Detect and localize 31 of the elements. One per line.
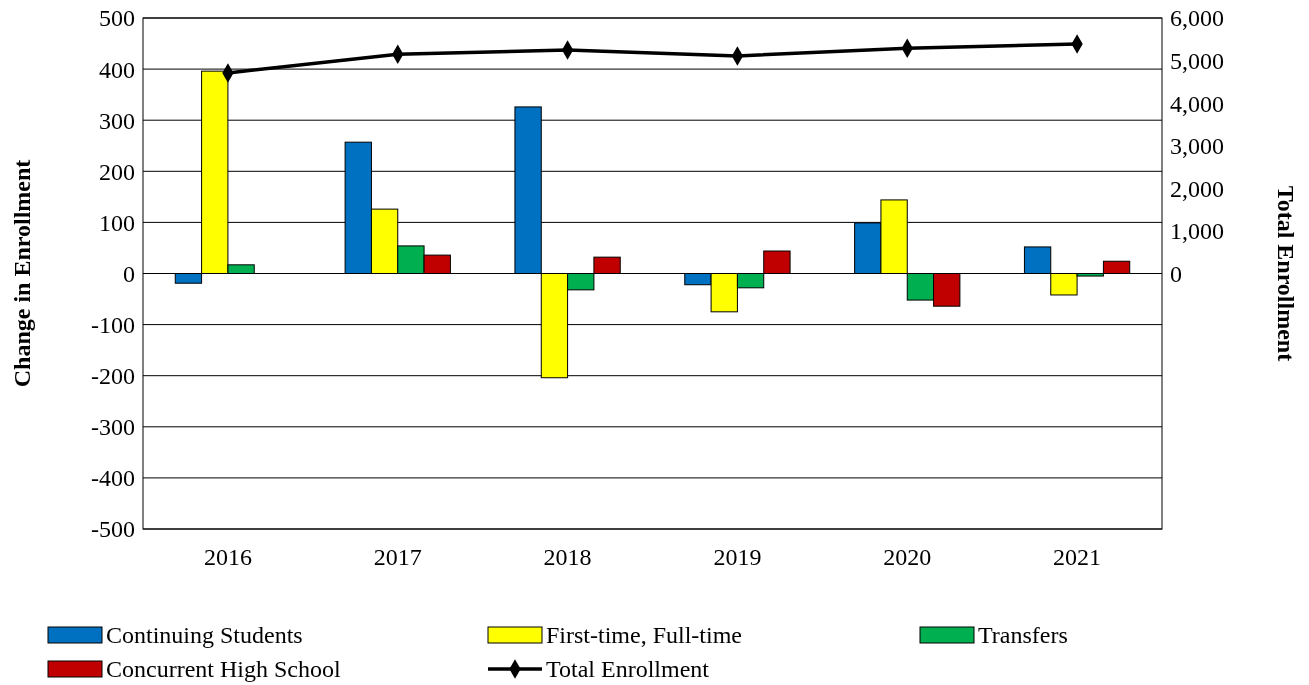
y-tick-label: -100 [91,312,135,338]
y2-axis-title: Total Enrollment [1273,185,1299,362]
y2-tick-label: 0 [1170,260,1182,287]
legend-label: Concurrent High School [106,656,341,683]
y-tick-label: 200 [99,158,135,185]
x-tick-label: 2016 [203,544,252,570]
legend-label: First-time, Full-time [546,622,742,649]
y-tick-label: 500 [99,5,135,32]
y-tick-label: 300 [99,107,135,134]
y-axis-title: Change in Enrollment [9,159,35,388]
x-tick-label: 2018 [543,544,592,570]
y2-tick-label: 3,000 [1170,133,1224,160]
x-tick-label: 2019 [713,544,762,570]
y-tick-label: -400 [91,465,135,492]
x-tick-label: 2017 [373,544,422,570]
y2-tick-label: 4,000 [1170,90,1224,117]
y-tick-label: -200 [91,363,135,390]
y2-tick-label: 5,000 [1170,47,1224,74]
legend-label: Transfers [978,622,1068,649]
y2-tick-label: 2,000 [1170,175,1224,202]
legend-label: Continuing Students [106,622,303,649]
y-tick-label: -500 [91,516,135,543]
y-tick-label: 400 [99,56,135,83]
y-tick-label: 0 [123,260,135,287]
y2-tick-label: 6,000 [1170,5,1224,32]
y-tick-label: -300 [91,414,135,441]
x-tick-label: 2020 [883,544,932,570]
y-tick-label: 100 [99,209,135,236]
x-tick-label: 2021 [1053,544,1102,570]
y2-tick-label: 1,000 [1170,218,1224,245]
legend-label: Total Enrollment [546,656,710,683]
